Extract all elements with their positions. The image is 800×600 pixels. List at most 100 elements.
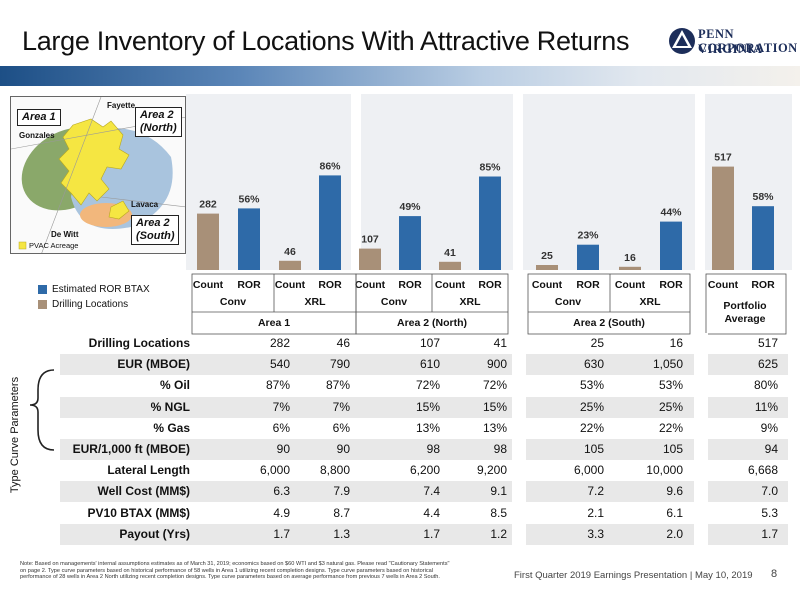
header-box-2 [527, 273, 691, 335]
page-title: Large Inventory of Locations With Attrac… [22, 26, 630, 56]
table-cell: 2.0 [666, 526, 683, 541]
chart-gap-1 [513, 94, 523, 270]
row-label: Well Cost (MM$) [97, 484, 190, 499]
table-gutter [512, 333, 526, 545]
axis-count-label-0: Count [193, 279, 224, 291]
row-label: Lateral Length [107, 463, 190, 478]
label-count-6: 517 [714, 152, 732, 164]
legend-swatch-count [38, 300, 47, 309]
bar-chart: 282 56% Count ROR 46 86% Count ROR 107 49% Count RO… [186, 94, 792, 335]
table-cell: 80% [753, 378, 778, 393]
table-cell: 1.2 [490, 526, 507, 541]
bar-ror-2 [399, 216, 421, 270]
axis-ror-label-5: ROR [659, 279, 683, 291]
table-cell: 15% [415, 399, 440, 414]
table-cell: 105 [662, 442, 683, 456]
callout-area2-south: Area 2 (South) [131, 215, 180, 245]
label-ror-6: 58% [752, 191, 774, 203]
table-cell: 540 [269, 357, 290, 372]
table-cell: 900 [486, 357, 507, 372]
row-label: PV10 BTAX (MM$) [87, 505, 190, 520]
footer-text: First Quarter 2019 Earnings Presentation… [514, 570, 753, 581]
bar-ror-3 [479, 176, 501, 270]
table-row: Lateral Length 6,000 8,800 6,200 9,200 6,000 1… [60, 460, 788, 481]
table-cell: 6% [332, 420, 350, 435]
axis-ror-label-1: ROR [318, 279, 342, 291]
table-cell: 41 [493, 336, 507, 350]
table-cell: 1,050 [652, 357, 683, 372]
table-cell: 6,000 [259, 463, 290, 478]
axis-ror-label-0: ROR [237, 279, 261, 291]
table-cell: 90 [336, 442, 350, 456]
table-cell: 53% [658, 378, 683, 393]
table-cell: 11% [754, 399, 778, 414]
table-cell: 22% [579, 420, 604, 435]
table-cell: 610 [419, 357, 440, 372]
map-label-fayette: Fayette [107, 101, 136, 110]
bar-count-3 [439, 261, 461, 270]
label-ror-4: 23% [577, 230, 599, 242]
table-row: Payout (Yrs) 1.7 1.3 1.7 1.2 3.3 2.0 1.7 [60, 523, 788, 545]
table-cell: 9.1 [490, 484, 507, 499]
header-area1: Area 1 [257, 317, 291, 329]
map-label-dewitt: De Witt [51, 230, 79, 239]
map-shapes [11, 97, 185, 253]
table-cell: 7.2 [587, 484, 604, 499]
table-cell: 282 [269, 336, 290, 350]
header-box-3 [705, 273, 787, 335]
row-label: Payout (Yrs) [119, 526, 190, 541]
label-count-0: 282 [199, 199, 217, 211]
header-xrl-area2s: XRL [639, 296, 661, 308]
row-label: % NGL [150, 399, 190, 414]
chart-gap-0 [351, 94, 361, 270]
table-cell: 105 [583, 442, 604, 456]
table-row: EUR/1,000 ft (MBOE) 90 90 98 98 105 105 94 [60, 439, 788, 460]
table-cell: 6,668 [747, 463, 778, 478]
table-cell: 630 [583, 357, 604, 372]
table-cell: 6% [272, 420, 290, 435]
table-cell: 4.4 [423, 505, 440, 520]
table-cell: 90 [276, 442, 290, 456]
table-cell: 7.0 [761, 484, 778, 499]
axis-count-label-5: Count [615, 279, 646, 291]
callout-area1: Area 1 [17, 109, 61, 126]
header-xrl-area1: XRL [304, 296, 326, 308]
map-label-acreage: PVAC Acreage [29, 241, 79, 250]
table-cell: 98 [493, 442, 507, 456]
page-number: 8 [771, 568, 778, 580]
axis-ror-label-4: ROR [576, 279, 600, 291]
label-count-4: 25 [541, 250, 553, 262]
table-cell: 1.7 [423, 526, 440, 541]
table-cell: 1.7 [273, 526, 290, 541]
bar-count-4 [536, 265, 558, 270]
bar-ror-6 [752, 206, 774, 270]
type-curve-label: Type Curve Parameters [9, 376, 21, 494]
label-count-3: 41 [444, 247, 456, 259]
table-cell: 7.4 [423, 484, 440, 499]
table-cell: 9,200 [476, 463, 507, 478]
header-portfolio: Portfolio Average [723, 300, 767, 325]
row-label: EUR (MBOE) [117, 357, 190, 372]
table-cell: 87% [325, 378, 350, 393]
bar-count-0 [197, 213, 219, 270]
table-cell: 87% [265, 378, 290, 393]
map-label-gonzales: Gonzales [19, 131, 55, 140]
bar-count-2 [359, 248, 381, 270]
label-count-2: 107 [361, 234, 379, 246]
table-cell: 25% [658, 399, 683, 414]
table-cell: 7.9 [333, 484, 350, 499]
table-row: Well Cost (MM$) 6.3 7.9 7.4 9.1 7.2 9.6 7.0 [60, 481, 788, 503]
table-cell: 16 [669, 336, 683, 350]
table-cell: 9.6 [666, 484, 683, 499]
table-cell: 8.5 [490, 505, 507, 520]
table-cell: 53% [579, 378, 604, 393]
area-map: Fayette Gonzales Lavaca De Witt PVAC Acr… [10, 96, 186, 254]
company-logo [669, 28, 695, 54]
table-cell: 8,800 [319, 463, 350, 478]
table-cell: 790 [329, 357, 350, 372]
axis-count-label-4: Count [532, 279, 563, 291]
row-label: % Gas [153, 420, 190, 435]
table-cell: 8.7 [333, 505, 350, 520]
chart-gap-2 [695, 94, 705, 270]
table-row: % Gas 6% 6% 13% 13% 22% 22% 9% [60, 418, 788, 439]
